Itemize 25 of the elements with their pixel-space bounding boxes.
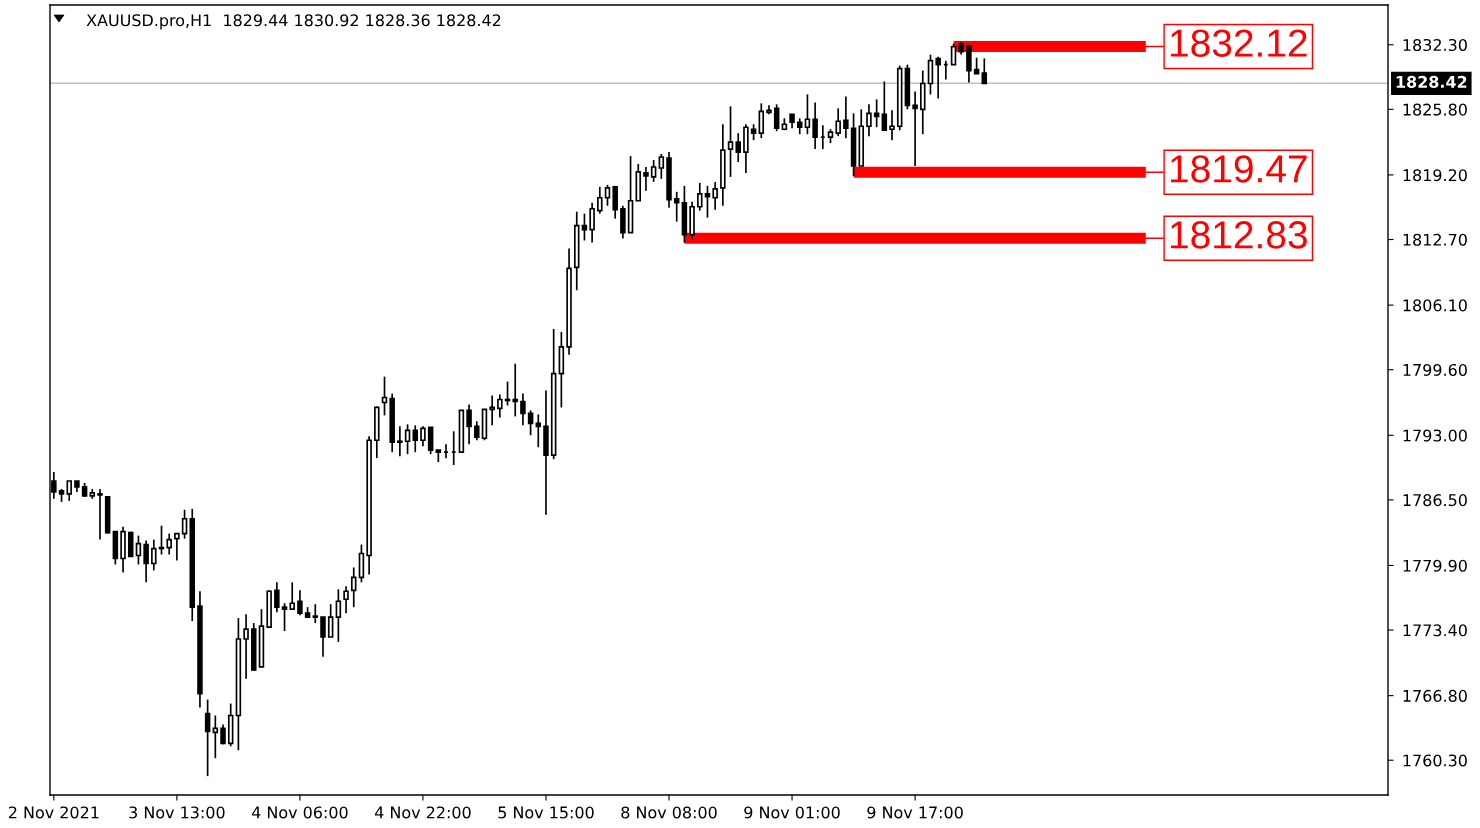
y-tick-label: 1760.30 [1403,754,1467,767]
y-tick-label: 1825.80 [1403,103,1467,116]
y-tick-label: 1786.50 [1403,494,1467,507]
y-tick-label: 1819.20 [1403,169,1467,182]
y-tick-label: 1799.60 [1403,363,1467,376]
x-tick-label: 4 Nov 22:00 [374,806,471,819]
ref-line-label: 1828.42 [1396,75,1467,88]
x-tick-label: 2 Nov 2021 [8,806,99,819]
y-tick-label: 1779.90 [1403,559,1467,572]
y-tick-label: 1766.80 [1403,689,1467,702]
x-tick-label: 3 Nov 13:00 [129,806,225,819]
data-label: 1812.83 [1170,221,1307,249]
y-tick-label: 1812.70 [1403,233,1467,246]
x-tick-label: 9 Nov 01:00 [744,806,840,819]
x-tick-label: 8 Nov 08:00 [621,806,717,819]
y-tick-label: 1806.10 [1403,299,1467,312]
y-tick-label: 1793.00 [1403,429,1467,442]
data-label: 1819.47 [1170,155,1307,183]
text: XAUUSD.pro,H1 1829.44 1830.92 1828.36 1828.42 [86,14,501,30]
x-tick-label: 4 Nov 06:00 [251,806,348,819]
data-label: 1832.12 [1170,29,1307,57]
y-tick-label: 1832.30 [1403,38,1467,52]
y-tick-label: 1773.40 [1403,624,1467,637]
x-tick-label: 9 Nov 17:00 [867,806,963,819]
x-tick-label: 5 Nov 15:00 [498,806,594,819]
